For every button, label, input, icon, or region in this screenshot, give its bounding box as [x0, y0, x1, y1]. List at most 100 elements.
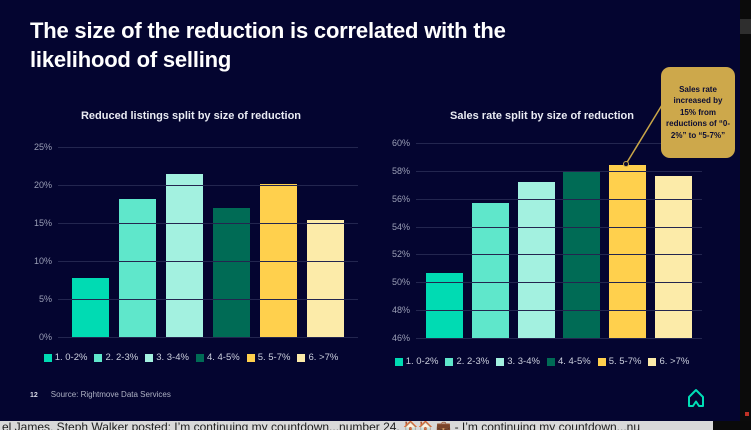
- gridline: [416, 226, 702, 228]
- legend-item: 6. >7%: [297, 352, 338, 363]
- background-window-strip: [740, 0, 751, 430]
- y-tick-label: 25%: [33, 142, 52, 152]
- legend-swatch: [195, 353, 204, 362]
- plot-area: [58, 147, 358, 338]
- y-tick-label: 20%: [33, 180, 52, 190]
- legend-swatch: [43, 353, 52, 362]
- y-tick-label: 56%: [391, 193, 410, 204]
- y-tick-label: 60%: [391, 138, 410, 148]
- rightmove-home-icon: [688, 389, 704, 407]
- gridline: [416, 143, 702, 144]
- y-tick-label: 15%: [33, 218, 52, 228]
- legend-swatch: [445, 357, 454, 366]
- gridline: [58, 223, 358, 224]
- legend-item: 1. 0-2%: [43, 352, 88, 363]
- legend-item: 4. 4-5%: [546, 356, 591, 367]
- legend-item: 2. 2-3%: [94, 352, 138, 363]
- callout-text: Sales rate increased by 15% from reducti…: [666, 84, 731, 140]
- legend-label: 1. 0-2%: [54, 352, 88, 363]
- bar->7%: [307, 219, 344, 337]
- chart-sales-rate: Sales rate split by size of reduction 60…: [382, 106, 702, 376]
- legend-swatch: [94, 353, 103, 362]
- chart-title: Sales rate split by size of reduction: [450, 110, 634, 122]
- page-title: The size of the reduction is correlated …: [30, 18, 506, 73]
- y-tick-label: 48%: [391, 305, 410, 316]
- legend-label: 3. 3-4%: [507, 356, 540, 367]
- bars-group: [416, 143, 702, 338]
- bar-5-7%: [609, 165, 647, 338]
- background-window-bar: [740, 19, 751, 34]
- bar-3-4%: [166, 173, 203, 337]
- legend-swatch: [246, 353, 255, 362]
- legend-item: 1. 0-2%: [394, 356, 439, 367]
- legend-label: 1. 0-2%: [405, 356, 439, 367]
- legend-item: 6. >7%: [648, 356, 689, 367]
- gridline: [58, 337, 358, 338]
- legend-item: 4. 4-5%: [195, 352, 240, 363]
- legend-swatch: [648, 357, 657, 366]
- bar-3-4%: [517, 182, 555, 338]
- source-text: Source: Rightmove Data Services: [50, 390, 171, 399]
- red-indicator-dot: [745, 412, 749, 416]
- legend-label: 6. >7%: [308, 352, 339, 363]
- bar-2-3%: [119, 198, 156, 337]
- y-tick-label: 5%: [38, 294, 52, 304]
- callout-connector-line: [623, 104, 663, 167]
- y-tick-label: 54%: [391, 221, 410, 232]
- legend-swatch: [297, 353, 306, 362]
- gridline: [416, 310, 702, 312]
- callout-annotation: Sales rate increased by 15% from reducti…: [661, 67, 735, 158]
- chart-legend: 1. 0-2% 2. 2-3% 3. 3-4% 4. 4-5% 5. 5-7% 6. >7…: [24, 352, 358, 363]
- legend-item: 2. 2-3%: [445, 356, 489, 367]
- bar-0-2%: [72, 277, 109, 337]
- bar->7%: [654, 176, 692, 338]
- gridline: [416, 282, 702, 284]
- y-tick-label: 0%: [38, 332, 52, 342]
- legend-label: 3. 3-4%: [156, 352, 189, 363]
- notification-ticker[interactable]: el James, Steph Walker posted: I’m conti…: [0, 421, 713, 430]
- chart-legend: 1. 0-2% 2. 2-3% 3. 3-4% 4. 4-5% 5. 5-7% 6. >7…: [382, 356, 702, 367]
- presentation-slide: The size of the reduction is correlated …: [0, 0, 740, 421]
- ticker-text: el James, Steph Walker posted: I’m conti…: [0, 421, 713, 430]
- legend-label: 4. 4-5%: [206, 352, 240, 363]
- chart-title: Reduced listings split by size of reduct…: [80, 110, 302, 122]
- legend-label: 5. 5-7%: [257, 352, 291, 363]
- bar-5-7%: [260, 184, 297, 337]
- legend-swatch: [394, 357, 403, 366]
- y-tick-label: 52%: [391, 249, 410, 260]
- ticker-corner-black: [713, 421, 751, 430]
- bars-group: [58, 147, 358, 337]
- gridline: [58, 185, 358, 186]
- legend-label: 5. 5-7%: [608, 356, 642, 367]
- chart-reduced-listings: Reduced listings split by size of reduct…: [24, 106, 358, 376]
- legend-label: 4. 4-5%: [557, 356, 591, 367]
- legend-swatch: [546, 357, 555, 366]
- y-tick-label: 10%: [33, 256, 52, 266]
- gridline: [58, 147, 358, 148]
- plot-area: [416, 143, 702, 339]
- legend-item: 3. 3-4%: [496, 356, 540, 367]
- y-tick-label: 46%: [391, 333, 410, 343]
- legend-label: 6. >7%: [659, 356, 690, 367]
- bar-2-3%: [471, 202, 509, 338]
- legend-swatch: [496, 357, 505, 366]
- gridline: [416, 254, 702, 256]
- y-tick-label: 50%: [391, 277, 410, 288]
- page-number: 12: [30, 392, 38, 399]
- legend-swatch: [145, 353, 154, 362]
- slide-footer: 12 Source: Rightmove Data Services: [30, 390, 171, 399]
- gridline: [416, 338, 702, 339]
- y-axis: 25% 20% 15% 10% 5% 0%: [24, 142, 52, 342]
- gridline: [58, 299, 358, 300]
- legend-item: 5. 5-7%: [597, 356, 642, 367]
- gridline: [58, 261, 358, 262]
- bar-4-5%: [213, 207, 250, 337]
- legend-item: 5. 5-7%: [246, 352, 291, 363]
- house-briefcase-emoji: 🏠🏠 💼: [403, 421, 452, 430]
- legend-label: 2. 2-3%: [105, 352, 139, 363]
- legend-item: 3. 3-4%: [145, 352, 189, 363]
- legend-label: 2. 2-3%: [456, 356, 490, 367]
- legend-swatch: [597, 357, 606, 366]
- y-axis: 60% 58% 56% 54% 52% 50% 48% 46%: [382, 138, 410, 343]
- gridline: [416, 198, 702, 200]
